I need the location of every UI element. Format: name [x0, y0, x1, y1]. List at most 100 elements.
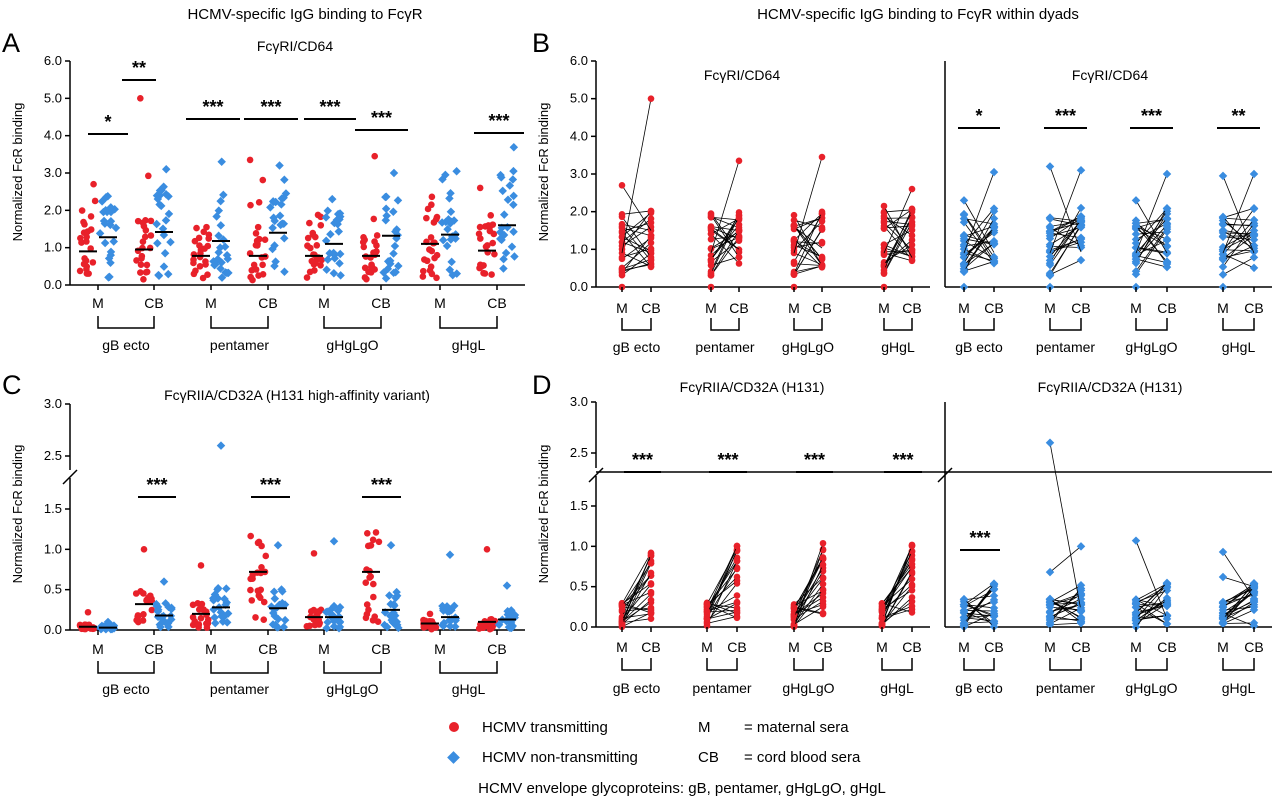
panel-b-left-pair-line — [793, 238, 823, 268]
panel-d-left-group-label: gB ecto — [613, 680, 661, 696]
panel-c-xtick-label: CB — [258, 641, 277, 657]
panel-d-right-point-cb — [989, 612, 999, 621]
legend: HCMV transmitting HCMV non-transmitting … — [447, 719, 886, 797]
panel-b-right-pair-line — [963, 222, 995, 264]
panel-b-left-group-label: gHgLgO — [782, 339, 834, 355]
panel-d-ytick-label: 0.5 — [570, 579, 588, 594]
panel-a-ytick-label: 6.0 — [44, 53, 62, 68]
panel-d-left-pair-line — [621, 553, 652, 624]
panel-b-left-pair-line — [710, 236, 740, 276]
panel-a-point-transmitting — [371, 238, 378, 245]
panel-d-right-point-m — [1045, 438, 1055, 448]
panel-a-point-transmitting — [491, 250, 498, 258]
panel-d-right-pair-line — [1135, 587, 1168, 628]
panel-b-right-point-cb — [1162, 257, 1172, 266]
panel-d-left-pair-line — [793, 606, 824, 625]
panel-b-left-pair-line — [710, 216, 740, 221]
panel-a-point-transmitting — [81, 255, 88, 262]
panel-d-left-point-cb — [819, 561, 827, 568]
panel-d-right-point-cb — [1076, 599, 1086, 609]
panel-a-point-transmitting — [419, 273, 427, 280]
panel-d-right-xtick-label: CB — [1071, 639, 1090, 655]
panel-b-ytick-label: 6.0 — [570, 53, 588, 68]
panel-c-point-transmitting — [84, 608, 92, 616]
panel-a-point-transmitting — [486, 227, 494, 235]
panel-d-right-pair-line — [1049, 602, 1082, 613]
panel-a-point-nontransmitting — [336, 271, 345, 280]
panel-d-left-group-bracket — [621, 658, 652, 671]
panel-a-point-nontransmitting — [385, 256, 395, 266]
panel-d-right-point-m — [1218, 547, 1228, 557]
panel-c-significance-stars: *** — [146, 475, 167, 495]
panel-a-point-nontransmitting — [268, 244, 277, 254]
panel-b-right-xtick-label: M — [1044, 300, 1056, 316]
panel-a-point-nontransmitting — [330, 218, 339, 228]
panel-b-right-point-m — [1218, 262, 1228, 272]
panel-c-point-transmitting — [310, 606, 318, 614]
panel-c-point-transmitting — [140, 611, 147, 618]
panel-d-left-point-cb — [647, 588, 655, 596]
panel-d-right-point-cb — [1162, 583, 1172, 593]
panel-a-point-nontransmitting — [156, 201, 166, 211]
panel-d-right-pair-line — [963, 617, 995, 622]
panel-d-left-pair-line — [706, 595, 738, 613]
panel-c-group-label: pentamer — [210, 681, 269, 697]
panel-d-left-point-cb — [647, 606, 655, 614]
panel-a-point-transmitting — [147, 232, 155, 239]
panel-b-left-pair-line — [793, 214, 823, 267]
panel-a-point-nontransmitting — [510, 252, 519, 261]
panel-a-point-transmitting — [309, 231, 317, 238]
panel-d-left-pair-line — [621, 618, 652, 623]
panel-a-point-nontransmitting — [166, 237, 175, 247]
panel-a-point-nontransmitting — [498, 186, 507, 196]
panel-d-right-point-m — [959, 595, 969, 605]
panel-b-left-pair-line — [710, 229, 740, 251]
panel-b-right-xtick-label: M — [958, 300, 970, 316]
panel-a-point-transmitting — [141, 233, 149, 241]
panel-b-right-group-bracket — [963, 318, 995, 331]
panel-a-point-transmitting — [317, 261, 324, 269]
panel-c-point-nontransmitting — [269, 608, 278, 618]
panel-d-left-pair-line — [793, 564, 824, 627]
panel-c-point-transmitting — [248, 597, 256, 604]
panel-b-left-point-m — [707, 235, 715, 243]
panel-a-point-transmitting — [261, 236, 269, 244]
panel-b-right-pair-line — [1049, 170, 1082, 254]
panel-d-left-point-cb — [733, 565, 741, 573]
panel-a-point-transmitting — [428, 270, 436, 278]
panel-b-left-point-m — [707, 213, 715, 221]
panel-c-point-transmitting — [140, 546, 148, 553]
panel-d-left-point-cb — [647, 580, 655, 587]
panel-d-right-point-m — [1131, 608, 1141, 617]
panel-d-left-pair-line — [621, 593, 652, 623]
panel-b-right-point-m — [1045, 162, 1055, 171]
panel-a-point-nontransmitting — [389, 207, 398, 216]
panel-a-point-nontransmitting — [101, 206, 110, 215]
panel-b-left-pair-line — [793, 228, 823, 275]
panel-d-left-group-bracket — [793, 658, 824, 671]
panel-d-title-right: FcγRIIA/CD32A (H131) — [1038, 379, 1183, 395]
panel-a-significance-stars: *** — [319, 97, 340, 117]
panel-d-right-group-bracket — [963, 658, 995, 671]
panel-c-point-nontransmitting — [439, 621, 448, 631]
panel-b-right-pair-line — [1222, 230, 1255, 249]
panel-a-xtick-label: M — [205, 295, 217, 311]
panel-b-left-point-m — [618, 234, 626, 241]
panel-d-right-point-m — [959, 618, 969, 628]
panel-b-right-pair-line — [1222, 249, 1255, 252]
panel-b-left-pair-line — [621, 236, 652, 252]
legend-nontransmitting-label: HCMV non-transmitting — [482, 749, 638, 766]
panel-a-point-nontransmitting — [164, 209, 174, 219]
panel-d-left-group-label: gHgLgO — [782, 680, 834, 696]
panel-a-point-transmitting — [428, 201, 435, 209]
panel-a-point-nontransmitting — [153, 238, 162, 248]
panel-a-group-label: gHgL — [452, 337, 486, 353]
panel-c-point-transmitting — [483, 546, 491, 553]
panel-a-point-transmitting — [314, 211, 322, 219]
panel-a-point-transmitting — [370, 215, 378, 223]
panel-b-right-pair-line — [963, 218, 995, 225]
panel-a-point-transmitting — [137, 269, 144, 276]
panel-d-right-point-cb — [989, 597, 999, 607]
panel-a-point-nontransmitting — [509, 142, 519, 152]
